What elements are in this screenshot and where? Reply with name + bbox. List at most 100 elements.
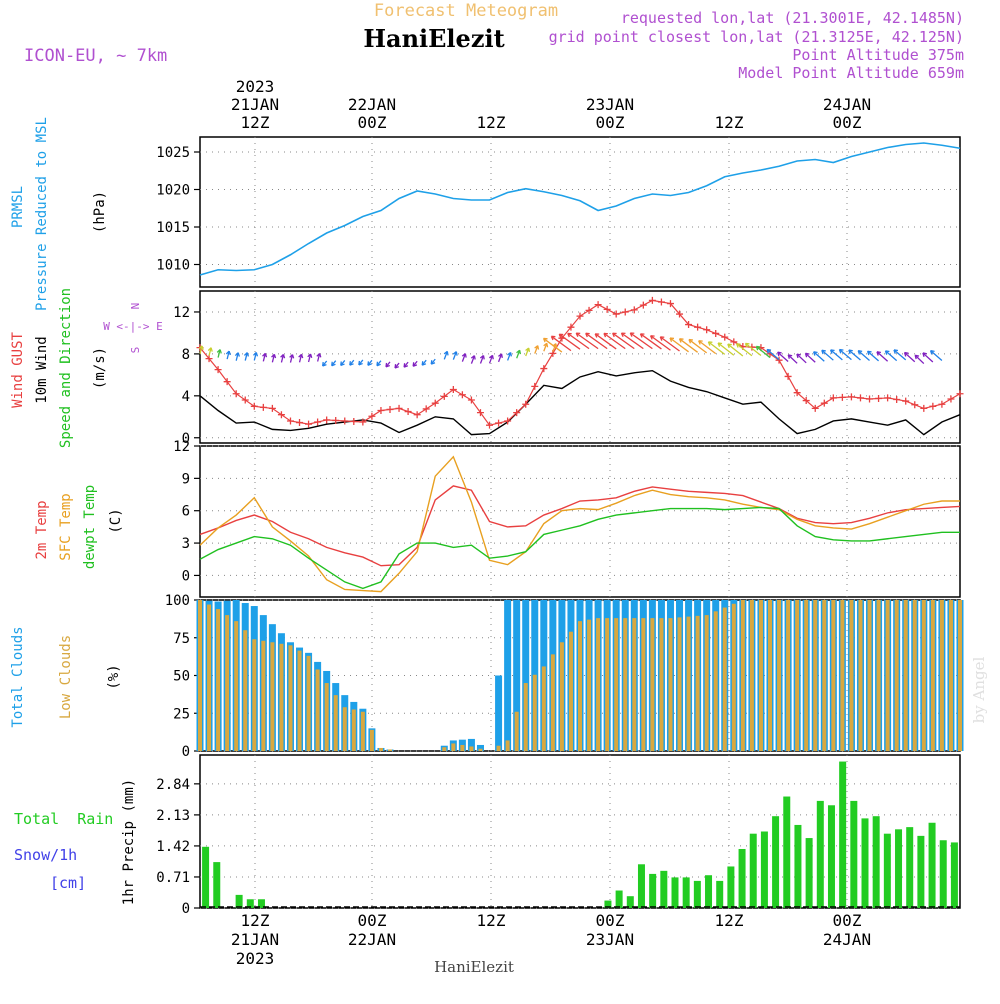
wind-arrow [717,342,735,356]
gust-marker [332,416,340,424]
grid-point-coords: grid point closest lon,lat (21.3125E, 42… [549,28,964,46]
wind-arrow [452,351,457,360]
temp2m-line [199,485,961,567]
wind-arrow-head [430,360,436,365]
low-cloud-bar [478,748,483,751]
wind-ytick-label: 0 [182,431,190,447]
temperature-frame [199,445,961,598]
wind-arrow [516,349,521,359]
wind-arrow-head [612,332,617,338]
precip-ytick-label: 0.71 [156,870,190,886]
wind-arrow-head [367,361,372,366]
low-cloud-bar [768,600,772,751]
low-cloud-bar [596,618,601,751]
gust-marker [513,409,521,417]
wind-arrow-head [525,347,531,353]
wind-arrow [551,335,572,352]
wind-arrow-head [838,348,844,354]
rain-bar [917,835,925,908]
wind-arrow [766,349,780,361]
wind-arrow-head [331,361,336,367]
gust-marker [594,301,602,309]
wind-arrow [885,350,898,362]
low-cloud-bar [369,729,374,751]
total-cloud-bar [513,600,521,751]
temp-unit: (C) [108,508,124,533]
wind-arrow [470,355,476,364]
wind-arrow [688,339,708,354]
wind-arrow [839,349,852,361]
low-cloud-bar [786,600,791,751]
wind-arrow-head [234,352,240,357]
compass-we: W <-|-> E [103,320,163,333]
wind-arrow-head [639,333,645,338]
gust-marker [676,310,684,318]
wind-arrow-head [358,360,363,366]
wind-arrow [594,333,617,350]
gust-marker [386,405,394,413]
wind-arrow [650,335,671,351]
total-clouds-label: Total Clouds [10,626,26,727]
gust-marker [259,403,267,411]
clouds-ytick-label: 50 [173,669,190,685]
low-cloud-bar [686,616,691,751]
requested-coords: requested lon,lat (21.3001E, 42.1485N) [621,9,964,27]
gust-marker [232,390,240,398]
gust-marker [929,402,937,410]
low-cloud-bar [813,600,818,751]
low-cloud-bar [541,666,546,751]
low-cloud-bar [623,618,628,751]
low-cloud-bar [469,746,474,751]
temperature-ytick-label: 0 [182,568,190,584]
low-cloud-bar [225,615,230,751]
bottom-time-label: 12Z [477,911,506,930]
top-time-label: 00Z [358,113,387,132]
wind-arrow-head [516,349,522,355]
low-cloud-bar [568,631,573,751]
bottom-time-label: 24JAN [823,930,871,949]
low-cloud-bar [804,600,809,751]
gust-marker [657,298,665,306]
wind-arrow-head [736,343,741,348]
wind-arrow [787,354,798,364]
rain-bar [850,800,858,908]
total-rain-label: Total Rain [14,810,113,828]
gust-marker [938,400,946,408]
gust-marker [422,405,430,413]
wind-arrow [796,353,807,364]
wind-arrow [543,337,563,353]
gust-marker [486,421,494,429]
gust-marker [829,394,837,402]
wind-arrow-head [744,342,750,348]
bottom-time-label: 23JAN [586,930,634,949]
wind-arrow-head [866,350,872,356]
wind-arrow-head [316,353,322,358]
gust-marker [639,301,647,309]
wind-arrow-head [550,335,556,341]
wind-arrow-head [821,349,826,355]
wind-arrow [876,351,889,362]
top-time-label: 12Z [241,113,270,132]
pressure-ytick-label: 1010 [156,258,190,274]
wind-arrow [727,343,744,357]
precip-ytick-label: 1.42 [156,839,190,855]
wind-arrow [217,349,221,358]
low-cloud-bar [777,600,782,751]
gust-marker [911,401,919,409]
gust-marker [449,386,457,394]
wind-arrow [534,345,539,354]
low-cloud-bar [831,600,836,751]
wind-dir-label: Speed and Direction [58,288,74,448]
rain-bar [772,816,780,908]
gust-marker [576,312,584,320]
gust-marker [721,333,729,341]
precip-ytick-label: 2.84 [156,777,190,793]
wind-arrow [679,338,699,353]
gust-marker [467,396,475,404]
rain-bar [615,890,623,908]
low-cloud-bar [740,600,745,751]
rain-bar [839,761,847,908]
low-cloud-bar [360,711,365,751]
wind-arrow [821,349,834,361]
